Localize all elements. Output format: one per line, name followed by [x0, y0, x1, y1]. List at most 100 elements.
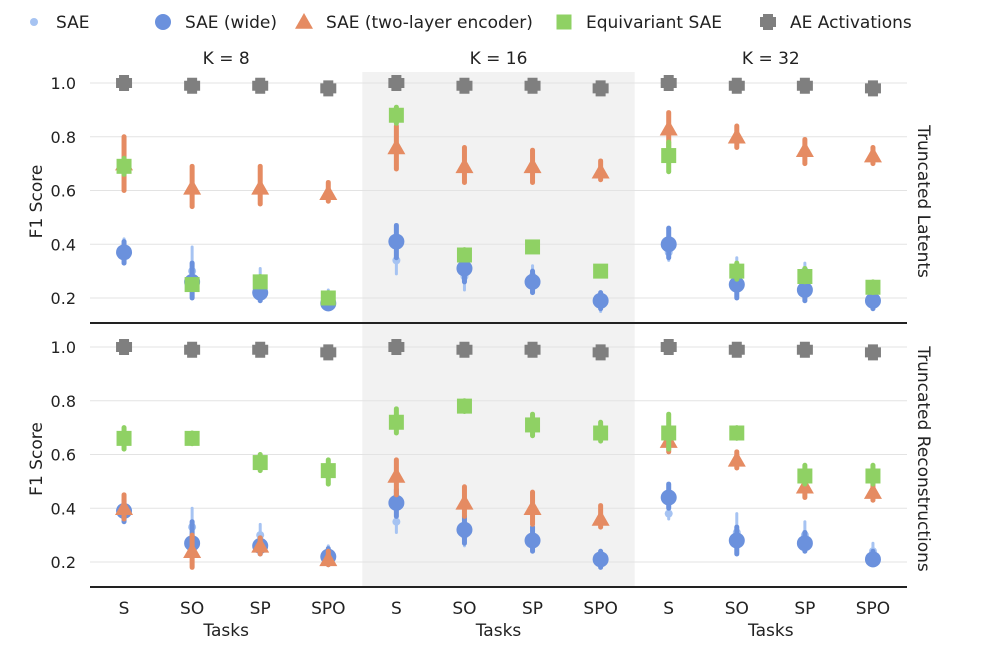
legend: SAE SAE (wide) SAE (two-layer encoder) Equi… [30, 13, 912, 33]
legend-label-sae: SAE [56, 13, 89, 33]
point-sae_wide [456, 521, 473, 538]
point-equivariant [116, 158, 132, 174]
point-sae [392, 517, 401, 526]
x-tick-label: SO [452, 599, 476, 619]
row-label: Truncated Reconstructions [913, 345, 933, 572]
point-sae_two_layer [727, 450, 746, 467]
point-sae_wide [524, 273, 541, 290]
point-equivariant [729, 425, 745, 441]
point-equivariant [661, 425, 677, 441]
legend-marker-ae [760, 14, 776, 30]
point-ae [660, 75, 677, 91]
point-sae_two_layer [591, 510, 610, 526]
point-sae_wide [388, 233, 405, 250]
y-tick-label: 0.8 [51, 128, 76, 147]
y-tick-label: 0.4 [51, 235, 76, 254]
y-tick-label: 0.8 [51, 392, 76, 411]
point-ae [592, 80, 609, 97]
point-ae [252, 77, 269, 94]
point-sae_two_layer [795, 141, 814, 157]
panel-2-2 [387, 339, 610, 570]
point-sae_wide [796, 535, 813, 552]
point-sae_wide [796, 281, 813, 298]
point-sae_two_layer [455, 157, 474, 174]
point-sae_wide [524, 532, 541, 549]
point-sae_two_layer [863, 483, 882, 499]
y-tick-label: 0.2 [51, 289, 76, 308]
point-sae_two_layer [319, 184, 338, 200]
legend-label-equivariant: Equivariant SAE [586, 13, 722, 33]
panel-2-3 [659, 339, 882, 568]
point-sae_wide [592, 292, 609, 309]
point-equivariant [593, 425, 609, 441]
point-ae [116, 339, 133, 355]
point-ae [252, 341, 269, 358]
point-sae_wide [660, 236, 677, 253]
panel-1-1 [115, 75, 338, 312]
point-equivariant [865, 468, 881, 484]
point-ae [796, 77, 813, 94]
point-equivariant [388, 107, 404, 123]
x-tick-label: SPO [311, 599, 345, 619]
point-equivariant [116, 430, 132, 446]
point-ae [864, 80, 881, 97]
point-ae [796, 341, 813, 358]
point-sae_wide [592, 551, 609, 568]
y-tick-label: 0.4 [51, 499, 76, 518]
column-title: K = 32 [742, 49, 800, 69]
legend-item-sae_wide: SAE (wide) [155, 13, 277, 33]
point-equivariant [388, 414, 404, 430]
y-tick-label: 0.2 [51, 553, 76, 572]
point-equivariant [797, 269, 813, 284]
x-tick-label: S [391, 599, 402, 619]
point-ae [524, 77, 541, 94]
point-sae_two_layer [387, 467, 406, 483]
point-sae_wide [660, 489, 677, 506]
y-tick-label: 1.0 [51, 338, 76, 357]
point-ae [184, 77, 201, 94]
legend-label-sae_wide: SAE (wide) [185, 13, 277, 33]
point-ae [184, 341, 201, 358]
point-sae_wide [116, 244, 133, 261]
x-tick-label: S [663, 599, 674, 619]
point-equivariant [593, 263, 609, 279]
point-sae_two_layer [727, 127, 746, 144]
panel-1-3 [659, 75, 882, 312]
row-labels: Truncated Latents Truncated Reconstructio… [913, 124, 933, 572]
y-tick-label: 1.0 [51, 74, 76, 93]
point-sae_wide [728, 276, 745, 293]
legend-marker-equivariant [556, 14, 572, 30]
point-sae_two_layer [523, 499, 542, 515]
point-ae [388, 75, 405, 91]
point-ae [320, 80, 337, 97]
x-axis-label: Tasks [475, 621, 522, 641]
point-ae [456, 77, 473, 94]
x-tick-label: S [119, 599, 130, 619]
point-sae_two_layer [251, 178, 270, 195]
point-ae [388, 339, 405, 355]
point-ae [592, 344, 609, 361]
point-equivariant [184, 277, 200, 293]
point-equivariant [252, 274, 268, 290]
point-sae_two_layer [319, 550, 338, 567]
x-tick-label: SP [250, 599, 271, 619]
legend-marker-sae [30, 18, 38, 26]
x-tick-label: SP [794, 599, 815, 619]
column-title: K = 8 [203, 49, 250, 69]
point-ae [456, 341, 473, 358]
point-equivariant [320, 290, 336, 306]
point-sae_two_layer [523, 157, 542, 174]
x-tick-label: SO [725, 599, 749, 619]
point-sae_wide [864, 292, 881, 309]
legend-item-sae_two_layer: SAE (two-layer encoder) [295, 13, 533, 33]
x-axis-label: Tasks [202, 621, 249, 641]
point-ae [524, 341, 541, 358]
point-sae_two_layer [863, 146, 882, 163]
point-equivariant [525, 417, 541, 433]
point-sae_two_layer [591, 162, 610, 179]
point-equivariant [729, 263, 745, 279]
y-axis-label: F1 Score [27, 165, 47, 239]
point-sae_two_layer [387, 138, 406, 155]
point-equivariant [456, 247, 472, 263]
